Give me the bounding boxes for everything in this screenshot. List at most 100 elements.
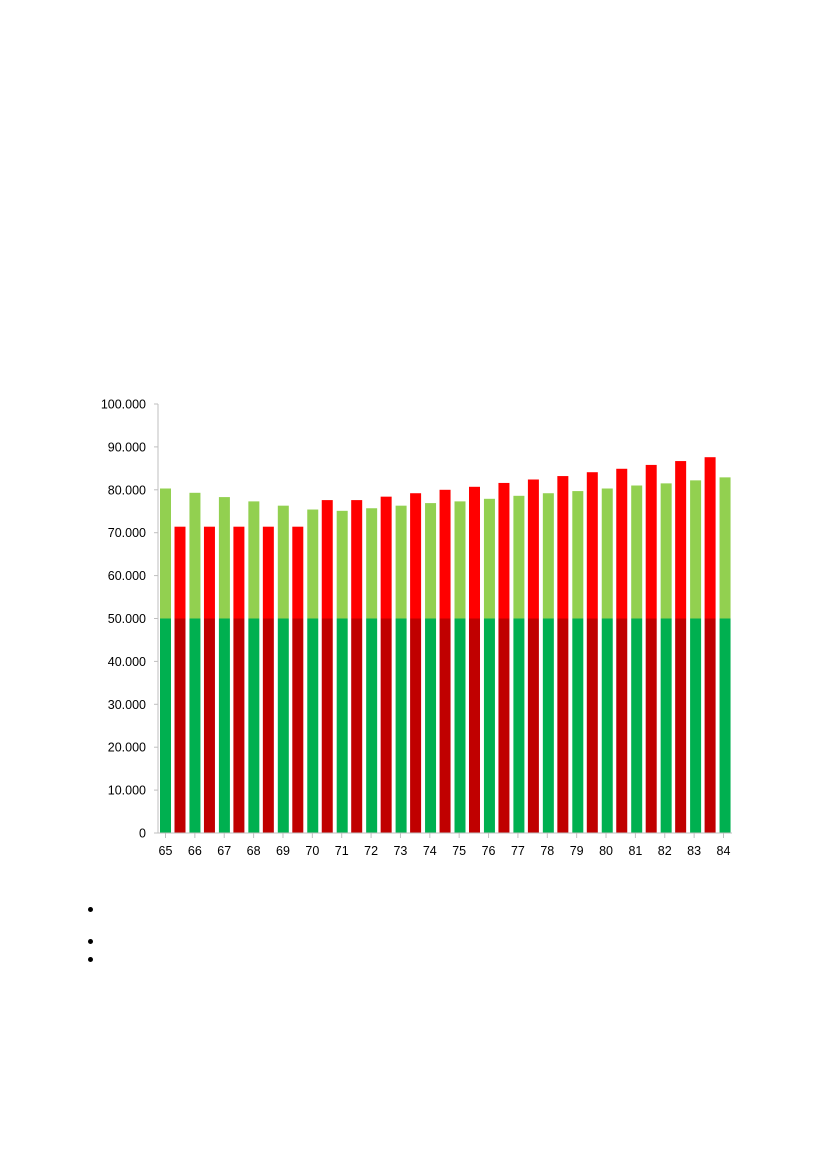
- bar-base-segment: [395, 618, 407, 833]
- x-tick-label: 79: [570, 844, 584, 858]
- bar-top-segment: [601, 488, 613, 619]
- y-tick-label: 50.000: [108, 612, 146, 626]
- bar-base-segment: [660, 618, 672, 833]
- bar-base-segment: [454, 618, 466, 833]
- bar-top-segment: [410, 493, 422, 619]
- bar-top-segment: [660, 483, 672, 619]
- bullet-item: [86, 932, 686, 950]
- bar-top-segment: [233, 526, 245, 619]
- bar-base-segment: [336, 618, 348, 833]
- bar-base-segment: [631, 618, 643, 833]
- bar-top-segment: [542, 493, 554, 619]
- chart-bars: [160, 457, 731, 833]
- bar-top-segment: [351, 500, 363, 619]
- bar-top-segment: [513, 495, 525, 619]
- bar-top-segment: [704, 457, 716, 619]
- bar-base-segment: [174, 618, 186, 833]
- x-tick-label: 77: [511, 844, 525, 858]
- y-tick-label: 40.000: [108, 655, 146, 669]
- bar-top-segment: [425, 503, 437, 619]
- bar-base-segment: [380, 618, 392, 833]
- x-tick-label: 80: [599, 844, 613, 858]
- y-tick-label: 90.000: [108, 440, 146, 454]
- bar-top-segment: [218, 497, 230, 619]
- x-tick-label: 81: [628, 844, 642, 858]
- bar-base-segment: [439, 618, 451, 833]
- bar-top-segment: [262, 526, 274, 619]
- bar-top-segment: [277, 505, 289, 619]
- bar-base-segment: [572, 618, 584, 833]
- bar-top-segment: [645, 464, 657, 619]
- y-tick-label: 30.000: [108, 698, 146, 712]
- bar-top-segment: [307, 509, 319, 619]
- x-tick-label: 67: [217, 844, 231, 858]
- bar-base-segment: [277, 618, 289, 833]
- bar-top-segment: [160, 488, 171, 619]
- bar-base-segment: [557, 618, 569, 833]
- bar-top-segment: [586, 472, 598, 619]
- bar-top-segment: [203, 526, 215, 619]
- y-tick-label: 10.000: [108, 784, 146, 798]
- bar-base-segment: [498, 618, 510, 833]
- x-tick-label: 75: [452, 844, 466, 858]
- bar-base-segment: [351, 618, 363, 833]
- bar-base-segment: [527, 618, 539, 833]
- bar-base-segment: [366, 618, 378, 833]
- x-tick-label: 76: [482, 844, 496, 858]
- bar-top-segment: [174, 526, 186, 619]
- x-tick-label: 66: [188, 844, 202, 858]
- x-tick-label: 73: [393, 844, 407, 858]
- bar-base-segment: [513, 618, 525, 833]
- bar-top-segment: [631, 485, 643, 619]
- y-axis-ticks: 0 10.000 20.000 30.000 40.000 50.000 60.000 70.…: [101, 398, 158, 841]
- bar-base-segment: [218, 618, 230, 833]
- x-tick-label: 78: [540, 844, 554, 858]
- x-tick-label: 71: [335, 844, 349, 858]
- bar-top-segment: [395, 505, 407, 619]
- bar-top-segment: [675, 461, 687, 619]
- bullet-item: [86, 900, 686, 918]
- bullet-item: [86, 950, 686, 968]
- bar-base-segment: [410, 618, 422, 833]
- bullet-dot: [88, 939, 93, 944]
- bar-top-segment: [366, 508, 378, 619]
- bar-base-segment: [542, 618, 554, 833]
- y-tick-label: 100.000: [101, 398, 146, 412]
- bullet-dot: [88, 907, 93, 912]
- bar-top-segment: [380, 496, 392, 619]
- bar-top-segment: [719, 477, 731, 619]
- y-tick-label: 60.000: [108, 569, 146, 583]
- x-tick-label: 74: [423, 844, 437, 858]
- bar-base-segment: [675, 618, 687, 833]
- bar-base-segment: [160, 618, 171, 833]
- bar-base-segment: [586, 618, 598, 833]
- x-tick-label: 65: [159, 844, 173, 858]
- bar-base-segment: [601, 618, 613, 833]
- y-tick-label: 0: [139, 827, 146, 841]
- bar-base-segment: [719, 618, 731, 833]
- bar-base-segment: [248, 618, 260, 833]
- bar-top-segment: [616, 468, 628, 619]
- bar-top-segment: [336, 510, 348, 619]
- bar-top-segment: [498, 482, 510, 619]
- bar-base-segment: [292, 618, 304, 833]
- bar-top-segment: [292, 526, 304, 619]
- bar-base-segment: [321, 618, 333, 833]
- bar-top-segment: [557, 476, 569, 619]
- bullet-list: [86, 900, 686, 968]
- y-tick-label: 70.000: [108, 526, 146, 540]
- bar-top-segment: [321, 500, 333, 619]
- x-axis-ticks: 65 66 67 68 69 70 71 72 73 74 75 76 77 78 79 80 81 82 83 84: [159, 833, 730, 858]
- bar-base-segment: [203, 618, 215, 833]
- bar-top-segment: [483, 498, 495, 619]
- bar-base-segment: [690, 618, 702, 833]
- x-tick-label: 82: [658, 844, 672, 858]
- x-tick-label: 83: [687, 844, 701, 858]
- bar-base-segment: [616, 618, 628, 833]
- bar-base-segment: [262, 618, 274, 833]
- bar-base-segment: [483, 618, 495, 833]
- bar-top-segment: [469, 486, 480, 619]
- x-tick-label: 72: [364, 844, 378, 858]
- y-tick-label: 80.000: [108, 483, 146, 497]
